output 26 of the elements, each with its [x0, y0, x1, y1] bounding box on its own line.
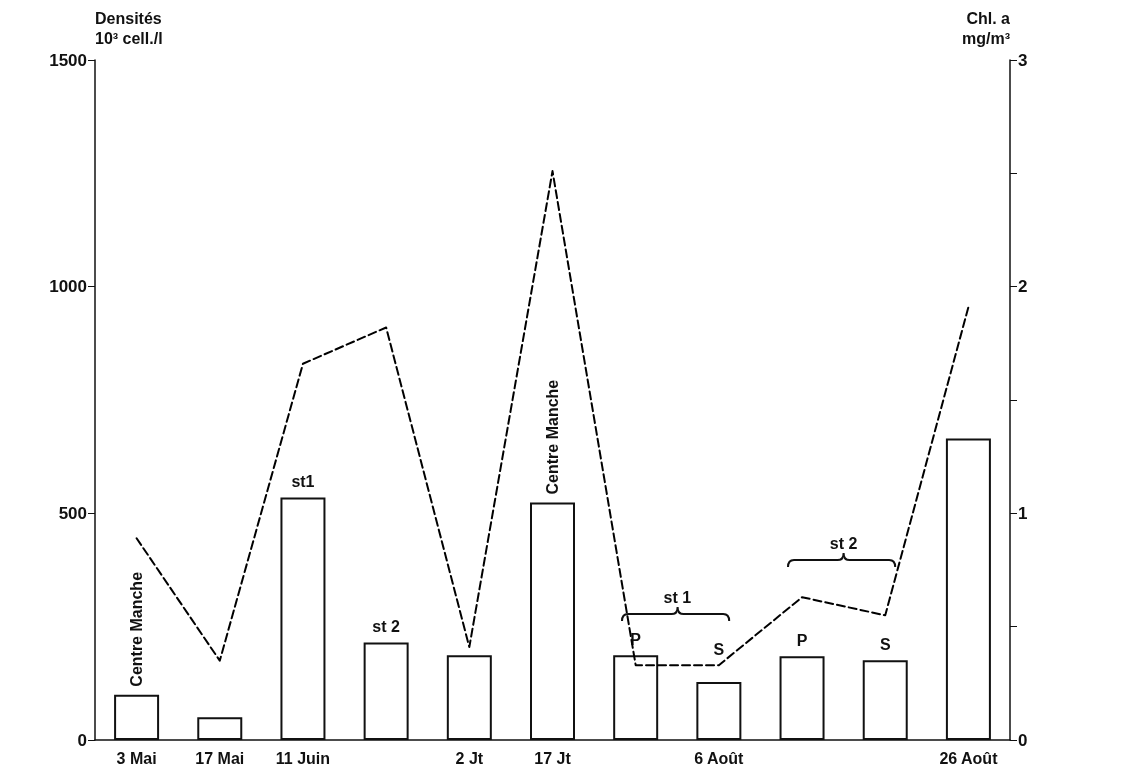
y-axis-title: Densités 10³ cell./l	[95, 9, 163, 47]
x-tick-label: 6 Août	[694, 749, 745, 767]
y2-axis-title: Chl. a mg/m³	[962, 9, 1011, 47]
x-tick-label: 11 Juin	[275, 749, 331, 767]
y2-tick-label: 1	[1018, 503, 1028, 523]
data-label: Centre Manche	[128, 571, 146, 687]
x-tick-label: 17 Jt	[534, 749, 572, 767]
x-tick-label: 3 Mai	[116, 749, 157, 767]
y2-tick-label: 2	[1018, 277, 1028, 297]
y-tick-label: 0	[77, 730, 87, 750]
x-tick-label: 17 Mai	[195, 749, 245, 767]
data-label: st 2	[372, 618, 401, 636]
annotation: st 1	[663, 588, 692, 606]
y-tick-label: 500	[58, 503, 87, 523]
data-label: Centre Manche	[544, 379, 561, 495]
data-label: P	[796, 631, 808, 649]
y-tick-label: 1500	[49, 50, 87, 70]
x-tick-label: 26 Août	[939, 749, 999, 767]
data-label: S	[879, 635, 891, 653]
annotation: st 2	[829, 534, 858, 552]
y2-tick-label: 3	[1018, 50, 1028, 70]
x-tick-label: 2 Jt	[455, 749, 484, 767]
y2-tick-label: 0	[1018, 730, 1028, 750]
y-tick-label: 1000	[49, 277, 87, 297]
data-label: st1	[291, 472, 315, 490]
data-label: S	[713, 640, 725, 658]
